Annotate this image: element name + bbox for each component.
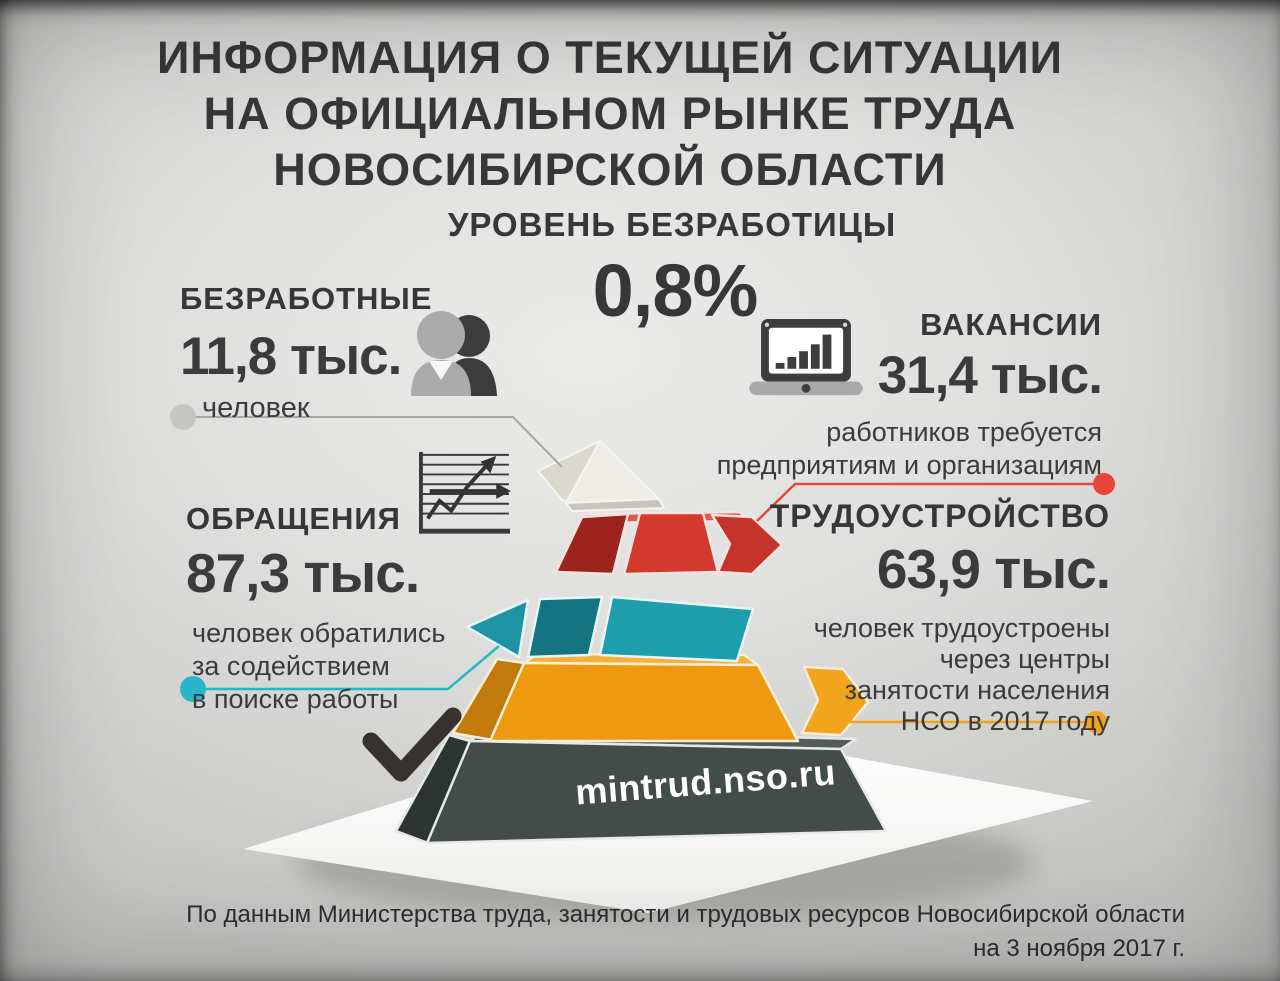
- stat-title: ОБРАЩЕНИЯ: [186, 501, 401, 536]
- unemployment-rate-label: УРОВЕНЬ БЕЗРАБОТИЦЫ: [447, 206, 897, 243]
- page-title-line: ИНФОРМАЦИЯ О ТЕКУЩЕЙ СИТУАЦИИ: [156, 32, 1064, 83]
- connector-vacancies-employment-red: [756, 473, 1115, 522]
- data-source-footer: По данным Министерства труда, занятости …: [186, 898, 1185, 966]
- stat-caption: человек обратились за содействием в поис…: [186, 617, 445, 716]
- footer-line: По данным Министерства труда, занятости …: [186, 901, 1185, 928]
- stat-caption-line: человек обратились: [192, 618, 446, 648]
- pyramid-layer-teal: [465, 595, 755, 663]
- page-title-line: НОВОСИБИРСКОЙ ОБЛАСТИ: [273, 144, 947, 195]
- people-icon: [411, 311, 497, 396]
- stat-caption-line: в поиске работы: [192, 684, 399, 714]
- footer-line: на 3 ноября 2017 г.: [973, 935, 1185, 962]
- stat-caption-line: за содействием: [192, 651, 390, 681]
- stat-caption-line: через центры: [939, 644, 1110, 674]
- stat-caption: человек трудоустроены через центры занят…: [770, 613, 1110, 737]
- pyramid-layer-red: [554, 510, 784, 576]
- stat-title: ВАКАНСИИ: [920, 307, 1102, 342]
- stat-employment: ТРУДОУСТРОЙСТВО 63,9 тыс. человек трудоу…: [769, 498, 1111, 737]
- stat-title: ТРУДОУСТРОЙСТВО: [769, 498, 1110, 534]
- stat-applications: ОБРАЩЕНИЯ 87,3 тыс. человек обратились з…: [186, 501, 445, 716]
- stat-value: 11,8 тыс.: [180, 327, 402, 386]
- stat-caption-line: предприятиям и организациям: [716, 450, 1102, 480]
- stat-caption: человек: [202, 392, 310, 424]
- stat-unemployed: БЕЗРАБОТНЫЕ 11,8 тыс. человек: [180, 281, 432, 425]
- laptop-chart-icon: [749, 318, 863, 396]
- connector-employment-orange: [843, 703, 1107, 733]
- stat-title: БЕЗРАБОТНЫЕ: [180, 281, 433, 316]
- page-title-line: НА ОФИЦИАЛЬНОМ РЫНКЕ ТРУДА: [203, 88, 1017, 139]
- line-chart-icon: [419, 451, 511, 534]
- stat-caption-line: занятости населения: [844, 675, 1110, 705]
- stat-caption-line: работников требуется: [826, 417, 1102, 447]
- stat-value: 31,4 тыс.: [877, 346, 1103, 405]
- stat-caption-line: НСО в 2017 году: [900, 706, 1110, 736]
- stat-caption-line: человек трудоустроены: [813, 613, 1110, 643]
- stat-vacancies: ВАКАНСИИ 31,4 тыс. работников требуется …: [717, 307, 1103, 482]
- checkmark-icon: [362, 707, 462, 782]
- connector-applications: [180, 645, 500, 702]
- page-title: ИНФОРМАЦИЯ О ТЕКУЩЕЙ СИТУАЦИИ НА ОФИЦИАЛ…: [0, 30, 1220, 198]
- stat-caption: работников требуется предприятиям и орга…: [717, 416, 1102, 482]
- stat-value: 87,3 тыс.: [186, 542, 420, 604]
- unemployment-rate-value: 0,8%: [592, 249, 759, 332]
- pyramid-tip: [537, 440, 665, 512]
- connector-unemployed: [170, 404, 563, 468]
- stat-value: 63,9 тыс.: [876, 538, 1111, 600]
